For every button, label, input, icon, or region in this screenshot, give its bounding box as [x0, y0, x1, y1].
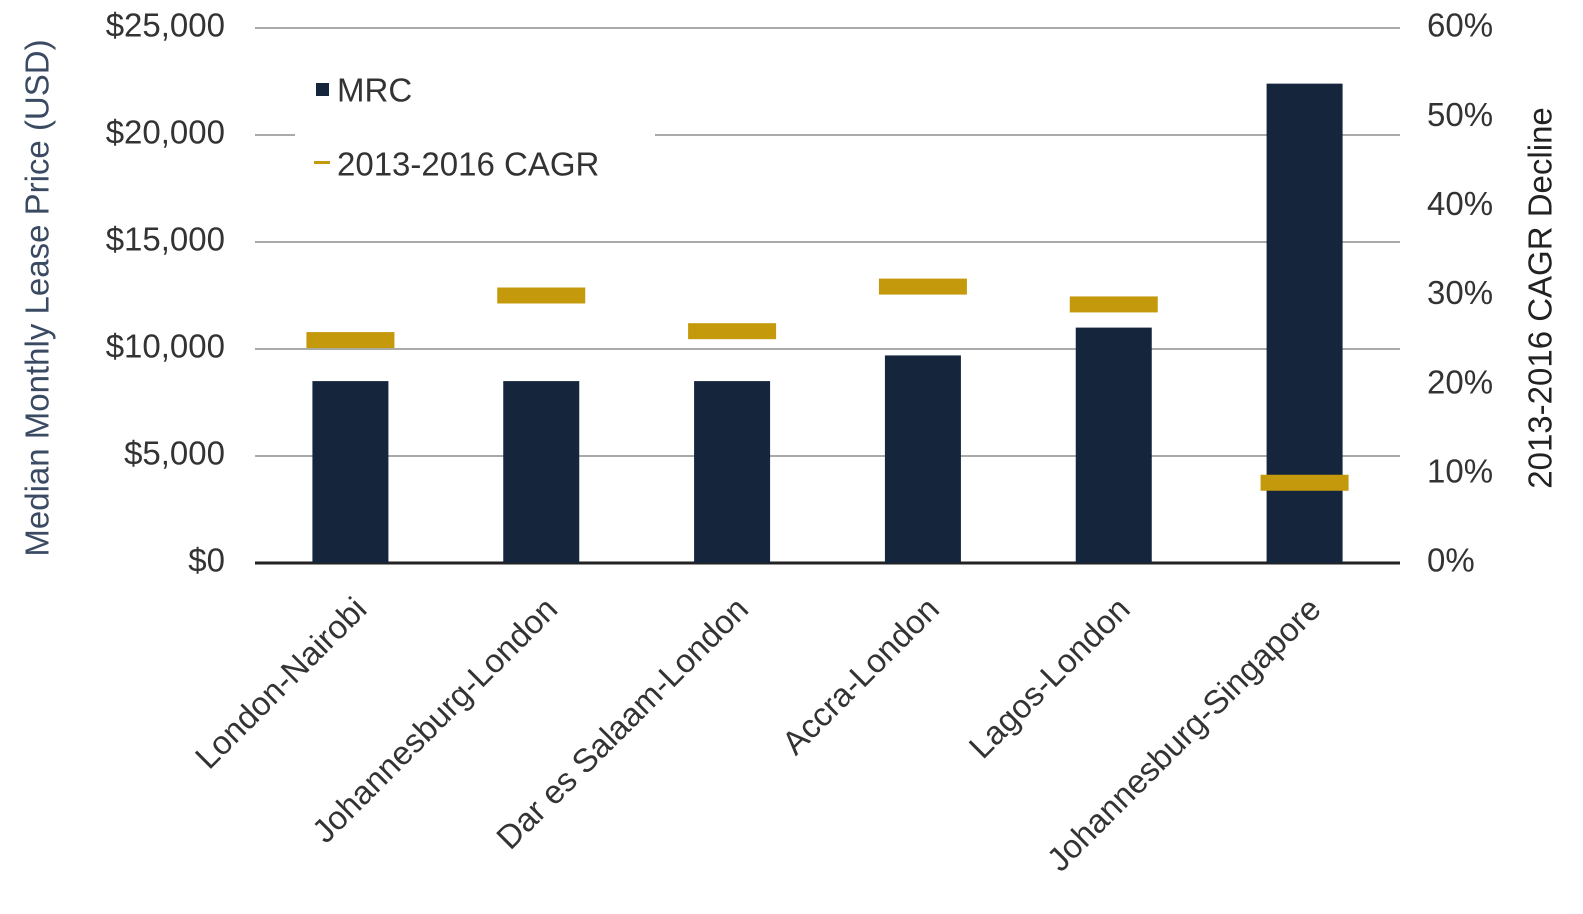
y2-tick-label: 50% — [1427, 96, 1493, 133]
y-tick-label: $20,000 — [106, 114, 225, 151]
legend-swatch — [316, 83, 329, 96]
y-tick-label: $15,000 — [106, 221, 225, 258]
bar — [503, 381, 580, 563]
x-tick-label: London-Nairobi — [188, 590, 374, 776]
x-tick-label: Accra-London — [775, 590, 946, 761]
bar — [312, 381, 389, 563]
cagr-marker — [1260, 474, 1349, 491]
y2-tick-label: 20% — [1427, 363, 1493, 400]
bar — [694, 381, 771, 563]
legend-label: 2013-2016 CAGR — [337, 146, 599, 183]
y2-tick-label: 0% — [1427, 542, 1475, 579]
bar — [1075, 327, 1152, 563]
cagr-marker — [688, 323, 777, 340]
y2-tick-label: 60% — [1427, 7, 1493, 44]
cagr-marker — [497, 287, 586, 304]
y-tick-label: $0 — [188, 542, 225, 579]
bar — [884, 355, 961, 563]
x-tick-label: Lagos-London — [961, 590, 1136, 765]
legend-background — [295, 60, 655, 195]
cagr-marker — [306, 332, 395, 349]
y-tick-label: $25,000 — [106, 7, 225, 44]
cagr-marker — [1069, 296, 1158, 313]
y2-tick-label: 30% — [1427, 274, 1493, 311]
legend-label: MRC — [337, 72, 412, 109]
y-axis-label: Median Monthly Lease Price (USD) — [19, 39, 56, 556]
bar — [1266, 83, 1343, 563]
y-tick-label: $5,000 — [124, 435, 225, 472]
y-tick-label: $10,000 — [106, 328, 225, 365]
cagr-marker — [878, 278, 967, 295]
y2-axis-label: 2013-2016 CAGR Decline — [1522, 107, 1559, 489]
y2-tick-label: 10% — [1427, 453, 1493, 490]
y2-tick-label: 40% — [1427, 185, 1493, 222]
legend-swatch — [314, 161, 330, 164]
